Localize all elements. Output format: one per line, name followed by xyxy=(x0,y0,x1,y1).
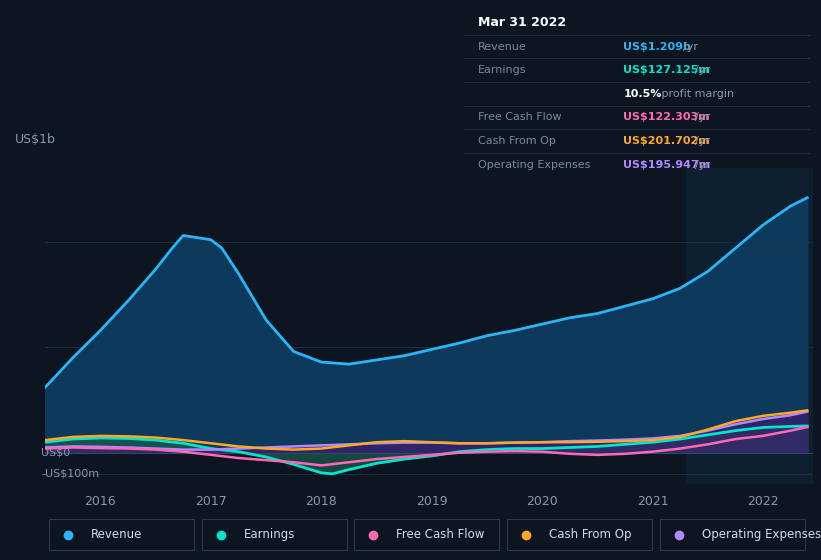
Text: Earnings: Earnings xyxy=(244,528,295,542)
Text: US$122.303m: US$122.303m xyxy=(623,113,710,123)
Bar xyxy=(49,519,194,550)
Text: US$0: US$0 xyxy=(41,448,71,458)
Text: Revenue: Revenue xyxy=(478,41,526,52)
Text: Free Cash Flow: Free Cash Flow xyxy=(397,528,484,542)
Text: /yr: /yr xyxy=(695,136,710,146)
Text: /yr: /yr xyxy=(695,113,710,123)
Text: US$127.125m: US$127.125m xyxy=(623,65,710,75)
Text: Mar 31 2022: Mar 31 2022 xyxy=(478,16,566,30)
Text: Operating Expenses: Operating Expenses xyxy=(478,160,590,170)
Text: /yr: /yr xyxy=(695,160,710,170)
Bar xyxy=(202,519,346,550)
Bar xyxy=(660,519,805,550)
Text: US$1.209b: US$1.209b xyxy=(623,41,691,52)
Text: /yr: /yr xyxy=(695,65,710,75)
Text: /yr: /yr xyxy=(683,41,698,52)
Text: profit margin: profit margin xyxy=(658,89,734,99)
Text: -US$100m: -US$100m xyxy=(41,469,99,479)
Bar xyxy=(355,519,499,550)
Text: US$201.702m: US$201.702m xyxy=(623,136,710,146)
Text: Cash From Op: Cash From Op xyxy=(549,528,631,542)
Text: Operating Expenses: Operating Expenses xyxy=(702,528,821,542)
Text: US$195.947m: US$195.947m xyxy=(623,160,710,170)
Text: Cash From Op: Cash From Op xyxy=(478,136,556,146)
Text: Revenue: Revenue xyxy=(91,528,142,542)
Text: US$1b: US$1b xyxy=(15,133,55,146)
Text: Free Cash Flow: Free Cash Flow xyxy=(478,113,562,123)
Bar xyxy=(686,168,813,484)
Bar xyxy=(507,519,652,550)
Text: Earnings: Earnings xyxy=(478,65,526,75)
Text: 10.5%: 10.5% xyxy=(623,89,662,99)
